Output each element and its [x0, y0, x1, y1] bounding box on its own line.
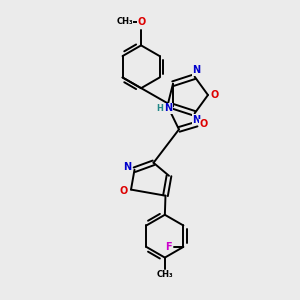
Text: F: F	[165, 242, 172, 252]
Text: N: N	[192, 115, 200, 125]
Text: O: O	[199, 119, 208, 129]
Text: O: O	[210, 90, 219, 100]
Text: N: N	[192, 65, 200, 75]
Text: H: H	[156, 103, 163, 112]
Text: O: O	[138, 17, 146, 27]
Text: CH₃: CH₃	[116, 17, 133, 26]
Text: CH₃: CH₃	[157, 270, 173, 279]
Text: O: O	[119, 186, 128, 196]
Text: N: N	[123, 162, 131, 172]
Text: N: N	[164, 103, 172, 113]
